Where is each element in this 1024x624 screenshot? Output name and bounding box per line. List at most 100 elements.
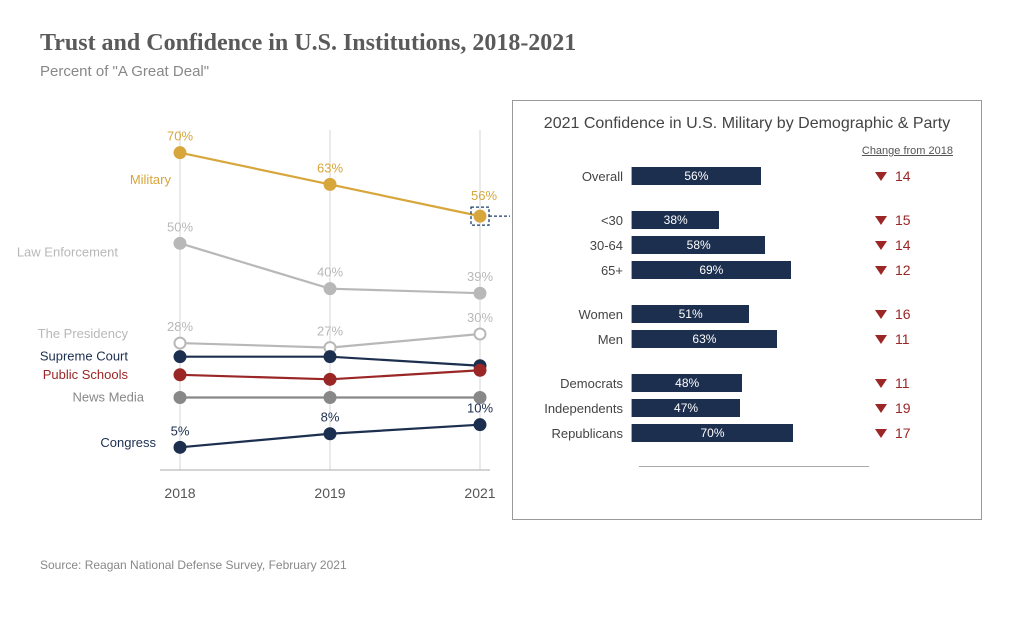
triangle-down-icon — [875, 266, 887, 275]
bar-track: 47% — [631, 399, 861, 417]
svg-text:5%: 5% — [171, 423, 190, 438]
bar-fill: 69% — [632, 261, 791, 279]
bar-change: 14 — [875, 237, 955, 253]
change-value: 14 — [895, 237, 911, 253]
bar-fill: 51% — [632, 305, 749, 323]
bar-track: 70% — [631, 424, 861, 442]
svg-text:27%: 27% — [317, 324, 343, 339]
bar-change: 11 — [875, 331, 955, 347]
svg-text:Public Schools: Public Schools — [43, 367, 129, 382]
triangle-down-icon — [875, 241, 887, 250]
bar-label: Women — [531, 307, 631, 322]
svg-text:70%: 70% — [167, 129, 193, 144]
bar-change: 19 — [875, 400, 955, 416]
svg-text:63%: 63% — [317, 160, 343, 175]
triangle-down-icon — [875, 335, 887, 344]
change-value: 19 — [895, 400, 911, 416]
change-value: 17 — [895, 425, 911, 441]
bar-chart-title: 2021 Confidence in U.S. Military by Demo… — [531, 115, 963, 133]
bar-change: 16 — [875, 306, 955, 322]
bar-x-axis — [639, 466, 869, 467]
bar-track: 38% — [631, 211, 861, 229]
triangle-down-icon — [875, 310, 887, 319]
bar-group: Democrats48% 11 Independents47% 19 Republica… — [531, 372, 963, 444]
bar-fill: 70% — [632, 424, 793, 442]
bar-change: 15 — [875, 212, 955, 228]
bar-label: 30-64 — [531, 238, 631, 253]
bar-change: 11 — [875, 375, 955, 391]
bar-row: Democrats48% 11 — [531, 372, 963, 394]
bar-row: Independents47% 19 — [531, 397, 963, 419]
bar-track: 51% — [631, 305, 861, 323]
bar-row: Men63% 11 — [531, 328, 963, 350]
svg-text:2019: 2019 — [314, 485, 345, 501]
bar-label: <30 — [531, 213, 631, 228]
svg-text:50%: 50% — [167, 219, 193, 234]
triangle-down-icon — [875, 172, 887, 181]
change-value: 16 — [895, 306, 911, 322]
triangle-down-icon — [875, 429, 887, 438]
change-header: Change from 2018 — [531, 145, 963, 157]
line-chart-panel: 20182019202170%63%Military50%40%39%Law E… — [40, 100, 500, 540]
bar-track: 58% — [631, 236, 861, 254]
svg-text:56%: 56% — [471, 188, 497, 203]
change-value: 11 — [895, 331, 910, 347]
change-value: 11 — [895, 375, 910, 391]
bar-label: 65+ — [531, 263, 631, 278]
svg-text:10%: 10% — [467, 401, 493, 416]
bar-group: Overall56% 14 — [531, 165, 963, 187]
bar-change: 12 — [875, 262, 955, 278]
bar-label: Independents — [531, 401, 631, 416]
svg-text:40%: 40% — [317, 265, 343, 280]
bar-fill: 63% — [632, 330, 777, 348]
bar-row: <3038% 15 — [531, 209, 963, 231]
source-text: Source: Reagan National Defense Survey, … — [40, 558, 984, 572]
svg-text:Military: Military — [130, 172, 172, 187]
bar-row: Republicans70% 17 — [531, 422, 963, 444]
svg-text:Supreme Court: Supreme Court — [40, 349, 129, 364]
svg-text:Law Enforcement: Law Enforcement — [17, 244, 119, 259]
bar-track: 69% — [631, 261, 861, 279]
bar-change: 17 — [875, 425, 955, 441]
svg-text:30%: 30% — [467, 310, 493, 325]
chart-title: Trust and Confidence in U.S. Institution… — [40, 30, 984, 57]
bar-change: 14 — [875, 168, 955, 184]
bar-track: 48% — [631, 374, 861, 392]
bar-fill: 48% — [632, 374, 742, 392]
triangle-down-icon — [875, 404, 887, 413]
svg-text:8%: 8% — [321, 410, 340, 425]
bar-label: Democrats — [531, 376, 631, 391]
svg-text:39%: 39% — [467, 269, 493, 284]
svg-text:2018: 2018 — [164, 485, 195, 501]
change-value: 15 — [895, 212, 911, 228]
svg-text:News Media: News Media — [72, 389, 144, 404]
bar-fill: 47% — [632, 399, 740, 417]
bar-fill: 58% — [632, 236, 765, 254]
svg-text:Congress: Congress — [100, 435, 156, 450]
change-value: 14 — [895, 168, 911, 184]
bar-track: 56% — [631, 167, 861, 185]
bar-row: 30-6458% 14 — [531, 234, 963, 256]
triangle-down-icon — [875, 379, 887, 388]
charts-container: 20182019202170%63%Military50%40%39%Law E… — [40, 100, 984, 540]
bar-groups: Overall56% 14 <3038% 15 30-6458% 14 65+69% 12 Wo… — [531, 165, 963, 444]
bar-label: Overall — [531, 169, 631, 184]
line-chart-svg: 20182019202170%63%Military50%40%39%Law E… — [40, 100, 500, 500]
svg-text:The Presidency: The Presidency — [38, 326, 129, 341]
svg-text:2021: 2021 — [464, 485, 495, 501]
bar-row: 65+69% 12 — [531, 259, 963, 281]
svg-text:28%: 28% — [167, 319, 193, 334]
bar-label: Republicans — [531, 426, 631, 441]
change-value: 12 — [895, 262, 911, 278]
chart-subtitle: Percent of "A Great Deal" — [40, 63, 984, 80]
bar-chart-panel: 2021 Confidence in U.S. Military by Demo… — [512, 100, 982, 520]
bar-group: Women51% 16 Men63% 11 — [531, 303, 963, 350]
triangle-down-icon — [875, 216, 887, 225]
bar-row: Overall56% 14 — [531, 165, 963, 187]
bar-fill: 56% — [632, 167, 761, 185]
bar-track: 63% — [631, 330, 861, 348]
bar-fill: 38% — [632, 211, 719, 229]
bar-group: <3038% 15 30-6458% 14 65+69% 12 — [531, 209, 963, 281]
bar-label: Men — [531, 332, 631, 347]
bar-row: Women51% 16 — [531, 303, 963, 325]
